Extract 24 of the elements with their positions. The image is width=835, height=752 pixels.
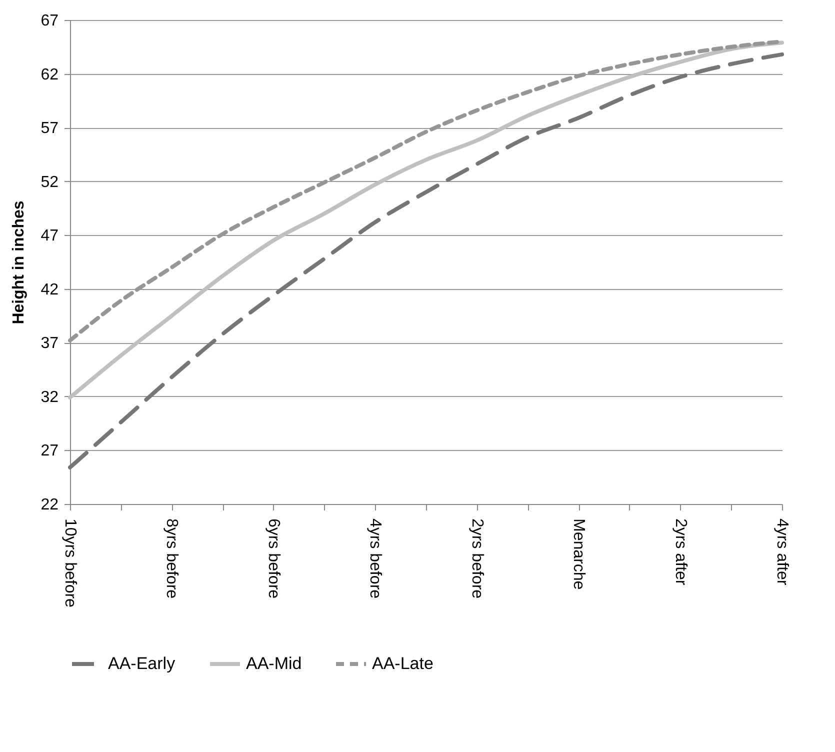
y-tick-label: 32 xyxy=(40,388,59,406)
x-tick-label: 10yrs before xyxy=(62,518,78,608)
x-tick-label: 4yrs before xyxy=(366,518,384,599)
legend-label: AA-Early xyxy=(108,654,176,673)
legend-label: AA-Mid xyxy=(246,654,302,673)
x-tick-label: 4yrs after xyxy=(774,518,790,586)
y-tick-label: 57 xyxy=(40,120,59,138)
line-series xyxy=(68,52,784,470)
line-series xyxy=(68,40,784,400)
y-tick-label: 47 xyxy=(40,228,59,245)
y-axis-title: Height in inches xyxy=(10,200,28,324)
x-tick-label: 6yrs before xyxy=(264,518,282,599)
x-tick-label: Menarche xyxy=(570,518,588,590)
y-tick-label: 37 xyxy=(40,335,59,352)
legend-label: AA-Late xyxy=(372,654,434,673)
x-tick-label: 8yrs before xyxy=(163,518,180,599)
y-tick-label: 42 xyxy=(40,281,59,298)
x-tick-label: 2yrs after xyxy=(672,518,689,586)
x-tick-label: 2yrs before xyxy=(468,518,486,599)
y-tick-label: 22 xyxy=(40,496,59,514)
y-tick-label: 52 xyxy=(40,174,59,191)
y-tick-label: 27 xyxy=(40,442,59,460)
y-tick-label: 67 xyxy=(40,12,59,30)
y-tick-label: 62 xyxy=(40,66,59,84)
